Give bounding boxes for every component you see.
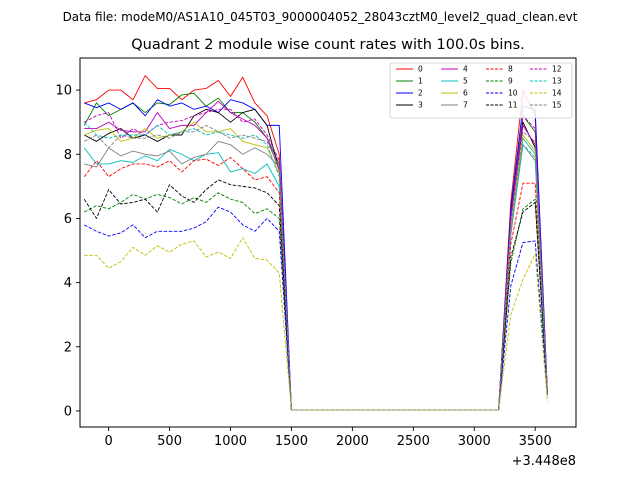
series-1-line xyxy=(83,92,548,411)
y-tick-label: 6 xyxy=(64,212,72,227)
x-tick-label: 3000 xyxy=(458,434,491,449)
y-tick-label: 4 xyxy=(64,276,72,291)
legend-label-14: 14 xyxy=(552,89,562,98)
series-3-line xyxy=(84,108,548,411)
legend-label-2: 2 xyxy=(418,89,423,98)
legend-label-6: 6 xyxy=(463,89,468,98)
legend-label-5: 5 xyxy=(463,77,468,86)
legend-label-3: 3 xyxy=(418,101,423,110)
x-offset-label: +3.448e8 xyxy=(512,454,576,469)
series-0-line xyxy=(84,75,548,411)
y-tick-label: 0 xyxy=(64,404,72,419)
y-tick-label: 8 xyxy=(64,148,72,163)
y-tick-label: 10 xyxy=(55,84,72,99)
legend-label-9: 9 xyxy=(508,77,513,86)
series-9-line xyxy=(84,192,548,411)
legend-label-4: 4 xyxy=(463,65,468,74)
legend-label-12: 12 xyxy=(552,65,562,74)
ticks-layer: 0 500 1000 1500 2000 2500 3000 3500 0 2 4 6 8 10 xyxy=(55,84,551,449)
legend-frame xyxy=(389,62,573,119)
legend-label-7: 7 xyxy=(463,101,468,110)
series-15-line xyxy=(84,124,548,411)
legend-label-15: 15 xyxy=(552,101,562,110)
series-8-line xyxy=(83,157,548,411)
series-5-line xyxy=(83,137,548,411)
legend-label-11: 11 xyxy=(508,101,518,110)
series-7-line xyxy=(84,140,548,411)
chart-title: Quadrant 2 module wise count rates with … xyxy=(131,37,525,53)
legend-label-10: 10 xyxy=(508,89,518,98)
legend-label-0: 0 xyxy=(418,65,423,74)
figure-suptitle: Data file: modeM0/AS1A10_045T03_90000040… xyxy=(63,10,578,24)
x-tick-label: 2000 xyxy=(336,434,369,449)
x-tick-label: 3500 xyxy=(519,434,552,449)
x-tick-label: 1000 xyxy=(214,434,247,449)
legend-label-13: 13 xyxy=(552,77,562,86)
series-6-line xyxy=(84,121,548,411)
series-layer xyxy=(83,75,548,411)
series-13-line xyxy=(83,121,548,411)
x-tick-label: 0 xyxy=(104,434,112,449)
series-12-line xyxy=(84,108,548,411)
x-tick-label: 500 xyxy=(157,434,182,449)
legend-label-1: 1 xyxy=(418,77,423,86)
series-11-line xyxy=(83,179,548,411)
axes-frame xyxy=(79,57,577,428)
series-4-line xyxy=(84,100,548,411)
x-tick-label: 1500 xyxy=(275,434,308,449)
series-10-line xyxy=(84,206,548,411)
y-tick-label: 2 xyxy=(64,340,72,355)
series-2-line xyxy=(84,99,548,411)
x-tick-label: 2500 xyxy=(397,434,430,449)
series-14-line xyxy=(84,237,548,411)
legend-label-8: 8 xyxy=(508,65,513,74)
